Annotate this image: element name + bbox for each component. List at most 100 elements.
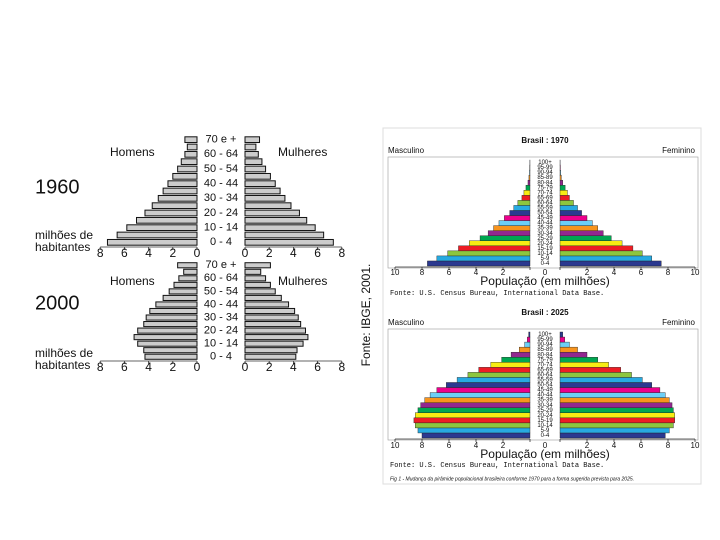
x-axis-label: habitantes bbox=[35, 240, 90, 254]
bar-male bbox=[446, 382, 531, 388]
x-tick-label: 2 bbox=[585, 441, 590, 450]
bar-female bbox=[559, 215, 588, 221]
age-label: 0 - 4 bbox=[210, 351, 232, 363]
bar-male bbox=[143, 347, 198, 354]
x-tick-label: 6 bbox=[639, 441, 644, 450]
bar-female bbox=[244, 281, 271, 288]
age-label: 70 e + bbox=[206, 134, 237, 146]
x-tick-label: 8 bbox=[338, 246, 345, 260]
age-label: 15-19 bbox=[537, 418, 553, 424]
source: Fonte: U.S. Census Bureau, International… bbox=[390, 462, 604, 470]
plot-frame bbox=[387, 328, 699, 441]
bar-male bbox=[136, 216, 198, 224]
age-label: 60 - 64 bbox=[204, 272, 238, 284]
age-label: 90-94 bbox=[537, 342, 553, 348]
bar-female bbox=[559, 362, 609, 368]
x-axis-label: habitantes bbox=[35, 358, 90, 372]
bar-male bbox=[517, 200, 531, 206]
bar-female bbox=[244, 150, 259, 158]
x-tick-label: 10 bbox=[391, 268, 400, 277]
bar-male bbox=[501, 357, 531, 363]
age-label: 10 - 14 bbox=[204, 338, 238, 350]
age-label: 30-34 bbox=[537, 231, 553, 237]
bar-female bbox=[559, 407, 674, 413]
legend-male: Homens bbox=[110, 274, 155, 288]
x-tick-label: 6 bbox=[121, 246, 128, 260]
x-tick-label: 8 bbox=[338, 360, 345, 374]
x-tick-label: 2 bbox=[266, 246, 273, 260]
bar-female bbox=[244, 187, 281, 195]
bar-male bbox=[177, 165, 198, 173]
bar-male bbox=[427, 260, 531, 267]
age-label: 60-64 bbox=[537, 372, 553, 378]
age-label: 50-54 bbox=[537, 211, 553, 217]
bar-female bbox=[244, 143, 257, 151]
x-tick-label: 4 bbox=[145, 360, 152, 374]
x-tick-label: 6 bbox=[447, 441, 452, 450]
bar-female bbox=[559, 250, 643, 257]
bar-female bbox=[559, 185, 566, 191]
bar-male bbox=[145, 314, 198, 321]
age-label: 80-84 bbox=[537, 352, 553, 358]
bar-female bbox=[244, 172, 271, 180]
bar-female bbox=[559, 190, 568, 196]
bar-male bbox=[162, 187, 198, 195]
bar-female bbox=[244, 216, 308, 224]
age-label: 40-44 bbox=[537, 393, 553, 399]
legend-female: Mulheres bbox=[278, 145, 327, 159]
bar-female bbox=[244, 307, 296, 315]
x-axis-label: milhões de bbox=[35, 346, 93, 360]
bar-male bbox=[528, 331, 531, 338]
age-label: 45-49 bbox=[537, 388, 553, 394]
age-label: 0-4 bbox=[541, 261, 550, 267]
bar-male bbox=[162, 294, 198, 301]
bar-female bbox=[244, 321, 302, 328]
bar-male bbox=[467, 372, 531, 378]
bar-female bbox=[559, 205, 578, 211]
age-label: 5-9 bbox=[541, 256, 550, 262]
bar-female bbox=[559, 240, 623, 247]
age-label: 10-14 bbox=[537, 251, 553, 257]
bar-male bbox=[144, 353, 198, 360]
bar-male bbox=[155, 301, 198, 308]
bar-female bbox=[559, 372, 632, 378]
x-tick-label: 2 bbox=[501, 268, 506, 277]
bar-female bbox=[559, 169, 561, 176]
bar-female bbox=[559, 179, 563, 186]
bar-male bbox=[513, 205, 531, 211]
age-label: 25-29 bbox=[537, 236, 553, 242]
bar-female bbox=[559, 174, 562, 181]
bar-female bbox=[559, 387, 661, 393]
chart-title: Brasil : 1970 bbox=[521, 136, 569, 145]
bar-female bbox=[244, 224, 316, 232]
age-label: 15-19 bbox=[537, 246, 553, 252]
bar-female bbox=[244, 268, 262, 275]
age-label: 85-89 bbox=[537, 347, 553, 353]
age-label: 80-84 bbox=[537, 180, 553, 186]
bar-male bbox=[498, 220, 531, 226]
bar-female bbox=[559, 357, 598, 363]
bar-female bbox=[244, 194, 286, 202]
bar-female bbox=[244, 180, 276, 188]
x-axis-label: População (em milhões) bbox=[480, 274, 609, 288]
age-label: 30 - 34 bbox=[204, 192, 238, 204]
age-label: 40 - 44 bbox=[204, 178, 238, 190]
bar-female bbox=[559, 210, 582, 216]
x-tick-label: 0 bbox=[543, 441, 548, 450]
x-tick-label: 6 bbox=[121, 360, 128, 374]
plot-frame bbox=[387, 156, 699, 269]
age-label: 50-54 bbox=[537, 383, 553, 389]
x-tick-label: 0 bbox=[242, 246, 249, 260]
bar-male bbox=[436, 387, 531, 393]
x-tick-label: 10 bbox=[691, 441, 700, 450]
bar-female bbox=[559, 235, 612, 241]
age-label: 55-59 bbox=[537, 378, 553, 384]
x-tick-label: 4 bbox=[612, 441, 617, 450]
bar-female bbox=[244, 347, 298, 354]
bar-male bbox=[521, 195, 531, 201]
bar-male bbox=[413, 417, 531, 424]
age-label: 75-79 bbox=[537, 357, 553, 363]
bar-male bbox=[116, 231, 198, 239]
bar-male bbox=[149, 307, 198, 315]
bar-male bbox=[456, 377, 531, 383]
